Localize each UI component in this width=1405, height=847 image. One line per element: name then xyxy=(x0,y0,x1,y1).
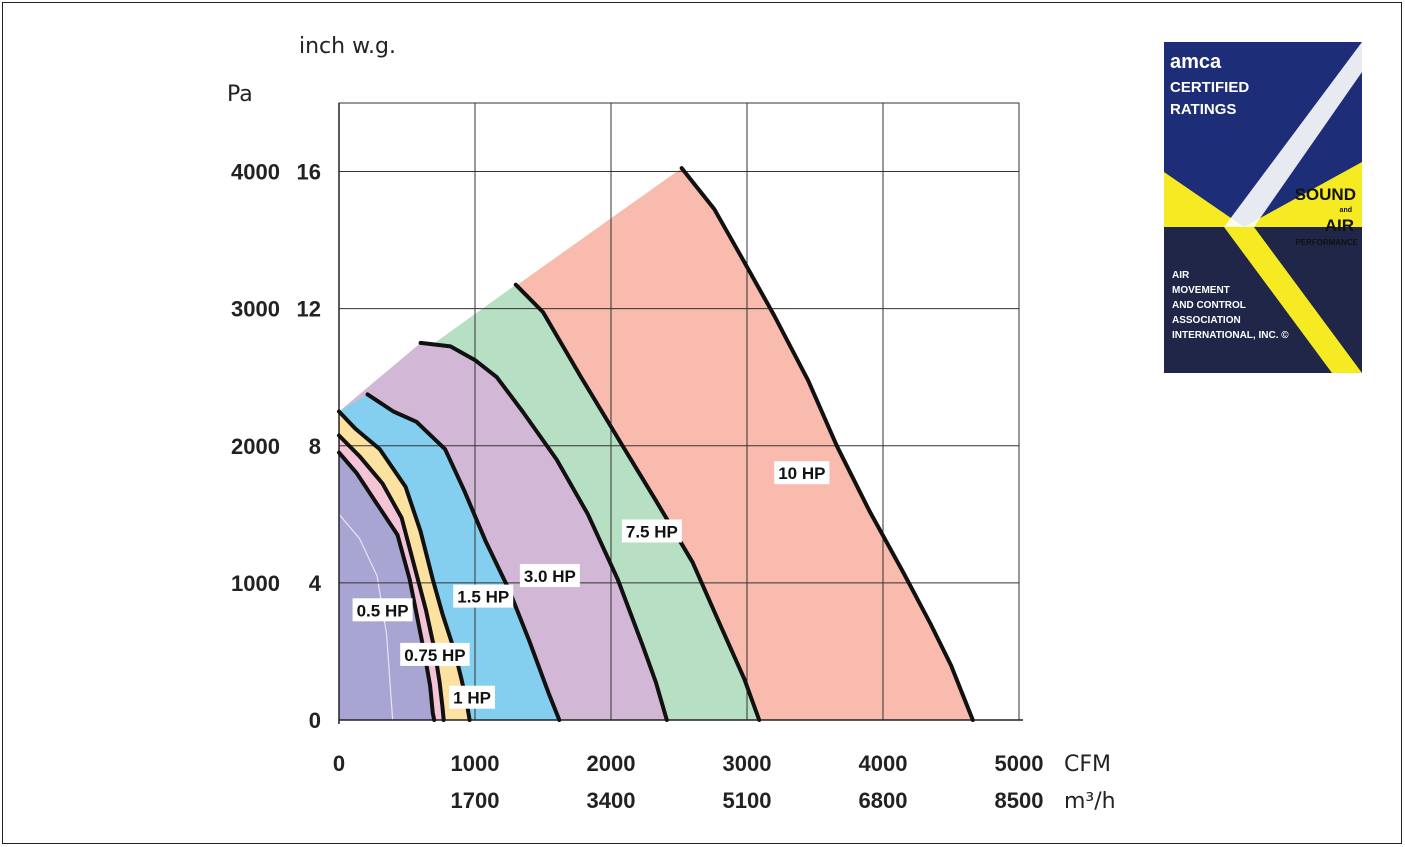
badge-yellow-left xyxy=(1164,172,1244,227)
label-box-0-5-hp xyxy=(352,598,413,622)
badge-brand: amca xyxy=(1170,51,1222,73)
x-tick-m3h-3000: 5100 xyxy=(723,788,772,813)
x-unit-m3h: m³/h xyxy=(1064,789,1116,814)
badge-yellow-stripe xyxy=(1224,227,1362,373)
label-1-hp: 1 HP xyxy=(453,689,491,708)
label-7-5-hp: 7.5 HP xyxy=(626,522,678,541)
x-unit-cfm: CFM xyxy=(1064,752,1111,777)
badge-performance: PERFORMANCE xyxy=(1295,238,1358,247)
label-box-7-5-hp xyxy=(621,519,682,543)
x-tick-m3h-2000: 3400 xyxy=(587,788,636,813)
badge-line2: RATINGS xyxy=(1170,101,1236,118)
curve-0-5-hp xyxy=(337,450,437,722)
label-box-3-0-hp xyxy=(519,564,580,588)
badge-org-0: AIR xyxy=(1172,270,1190,281)
y-tick-pa-4: 1000 xyxy=(231,571,280,596)
badge-white-stripe xyxy=(1224,42,1362,227)
curve-0-75-hp xyxy=(337,433,446,722)
label-box-0-75-hp xyxy=(400,642,470,666)
x-tick-cfm-0: 0 xyxy=(333,751,345,776)
y-tick-inwg-16: 16 xyxy=(297,160,321,185)
y-tick-inwg-0: 0 xyxy=(309,708,321,733)
label-10-hp: 10 HP xyxy=(778,464,825,483)
x-tick-cfm-5000: 5000 xyxy=(995,751,1044,776)
x-tick-cfm-1000: 1000 xyxy=(451,751,500,776)
label-0-5-hp: 0.5 HP xyxy=(357,601,409,620)
label-box-1-hp xyxy=(449,685,495,709)
fan-performance-chart: 10 HP 7.5 HP 3.0 HP 1.5 HP 1 HP 0.75 HP 0.5 HP… xyxy=(227,34,1362,814)
y-tick-inwg-4: 4 xyxy=(309,571,322,596)
y-tick-pa-16: 4000 xyxy=(231,160,280,185)
label-0-75-hp: 0.75 HP xyxy=(404,646,465,665)
y-tick-pa-12: 3000 xyxy=(231,297,280,322)
y-tick-pa-8: 2000 xyxy=(231,434,280,459)
x-tick-m3h-1000: 1700 xyxy=(451,788,500,813)
label-1-5-hp: 1.5 HP xyxy=(457,588,509,607)
curve-1-5-hp xyxy=(365,392,562,722)
x-tick-m3h-4000: 6800 xyxy=(859,788,908,813)
axis-ticks: 0 1000 1700 2000 3400 3000 5100 4000 6800 5000 850… xyxy=(231,160,1043,813)
curve-7-5-hp xyxy=(513,282,762,722)
x-tick-cfm-4000: 4000 xyxy=(859,751,908,776)
x-tick-cfm-2000: 2000 xyxy=(587,751,636,776)
y-unit-inch: inch w.g. xyxy=(299,34,396,59)
y-tick-inwg-12: 12 xyxy=(297,297,321,322)
y-unit-pa: Pa xyxy=(227,82,253,107)
y-tick-inwg-8: 8 xyxy=(309,434,321,459)
badge-air: AIR xyxy=(1325,216,1354,235)
badge-org-2: AND CONTROL xyxy=(1172,300,1246,311)
badge-line1: CERTIFIED xyxy=(1170,79,1249,96)
curve-3-0-hp xyxy=(418,340,669,722)
x-tick-m3h-5000: 8500 xyxy=(995,788,1044,813)
badge-yellow-right xyxy=(1244,162,1362,227)
x-tick-cfm-3000: 3000 xyxy=(723,751,772,776)
badge-sound: SOUND xyxy=(1295,185,1356,204)
label-box-10-hp xyxy=(774,461,830,485)
badge-org-1: MOVEMENT xyxy=(1172,285,1230,296)
amca-certified-badge: amca CERTIFIED RATINGS SOUND and AIR PER… xyxy=(1164,42,1362,373)
badge-org-4: INTERNATIONAL, INC. © xyxy=(1172,330,1289,341)
label-box-1-5-hp xyxy=(453,584,514,608)
hp-areas xyxy=(338,168,973,721)
label-3-0-hp: 3.0 HP xyxy=(524,567,576,586)
curve-10-hp xyxy=(679,166,975,722)
badge-and: and xyxy=(1340,207,1352,214)
hp-labels: 10 HP 7.5 HP 3.0 HP 1.5 HP 1 HP 0.75 HP 0.5 HP xyxy=(352,461,830,709)
grid-lines xyxy=(338,102,1023,724)
badge-org-3: ASSOCIATION xyxy=(1172,315,1241,326)
